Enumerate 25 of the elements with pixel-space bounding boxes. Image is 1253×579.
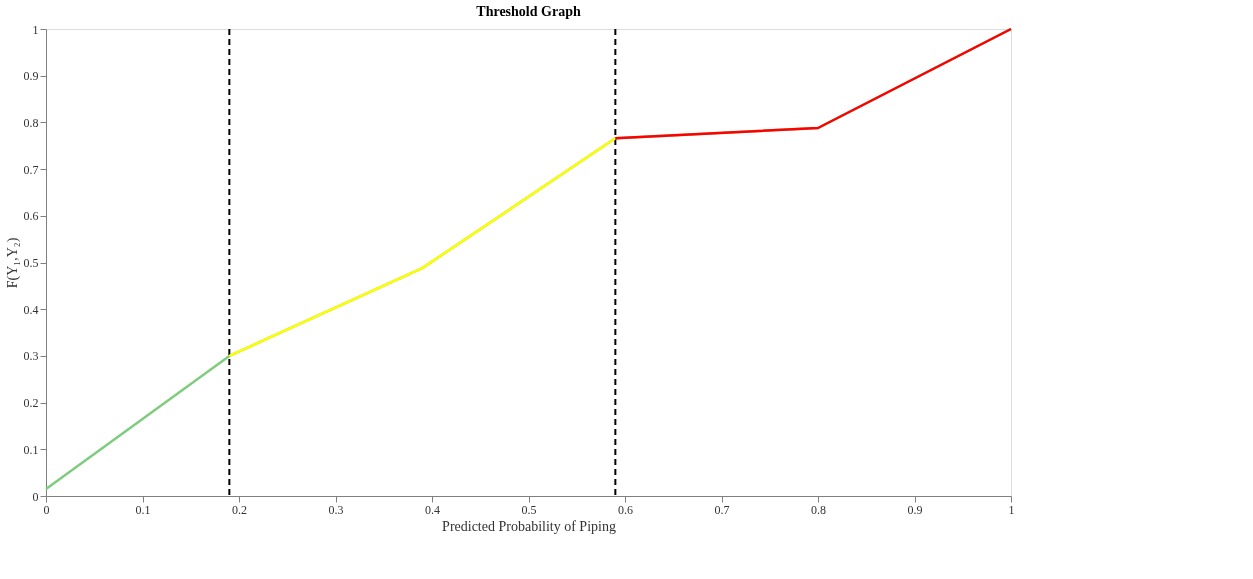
y-tick-label: 1 xyxy=(32,22,39,37)
x-tick-label: 0.7 xyxy=(714,502,730,517)
y-tick-label: 0 xyxy=(32,489,39,504)
x-tick-label: 0 xyxy=(43,502,50,517)
y-tick-label: 0.7 xyxy=(23,162,39,177)
x-tick-label: 1 xyxy=(1008,502,1015,517)
y-tick-label: 0.2 xyxy=(23,396,39,411)
y-tick-label: 0.3 xyxy=(23,349,39,364)
y-tick-label: 0.8 xyxy=(23,115,39,130)
y-tick-label: 0.6 xyxy=(23,209,39,224)
x-tick-label: 0.4 xyxy=(425,502,440,517)
x-tick-label: 0.2 xyxy=(232,502,247,517)
chart-title: Threshold Graph xyxy=(476,4,581,19)
x-tick-label: 0.5 xyxy=(521,502,537,517)
x-tick-label: 0.9 xyxy=(907,502,923,517)
y-axis-title: F(Y₁,Y₂) xyxy=(4,237,21,289)
y-tick-label: 0.5 xyxy=(23,256,39,270)
x-tick-label: 0.8 xyxy=(811,502,826,517)
y-tick-label: 0.9 xyxy=(23,69,39,84)
y-tick-label: 0.4 xyxy=(23,302,39,317)
x-tick-label: 0.3 xyxy=(328,502,344,517)
y-tick-label: 0.1 xyxy=(23,442,39,457)
x-tick-label: 0.6 xyxy=(618,502,633,517)
x-tick-label: 0.1 xyxy=(135,502,151,517)
x-axis-title: Predicted Probability of Piping xyxy=(442,518,616,534)
